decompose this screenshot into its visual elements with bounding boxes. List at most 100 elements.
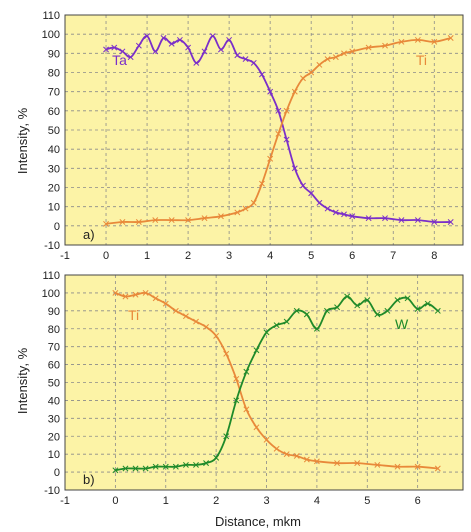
panel-b-y-tick-label: 90 [48,306,60,318]
panel-a-y-tick-label: 20 [48,183,60,195]
panel-a-data-point-ta [431,219,438,225]
panel-a-data-point-ti [349,48,356,55]
x-axis-label: Distance, mkm [215,514,301,529]
panel-a-data-point-ta [308,190,315,197]
panel-a-data-point-ti [185,217,192,224]
panel-b-x-tick-label: -1 [60,495,70,507]
panel-b-data-point-ti [132,291,139,298]
panel-b-data-point-ti [414,463,421,470]
panel-a-data-point-ti [242,205,249,212]
panel-a-data-point-ta [242,56,249,63]
panel-a-series-label-ta: Ta [112,52,127,68]
panel-a-y-tick-label: 30 [48,163,60,175]
panel-a-y-tick-label: 60 [48,106,60,118]
panel-b-data-point-ti [253,424,260,431]
panel-a-data-point-ta [398,217,405,224]
panel-a-data-point-ta [160,35,167,41]
panel-b-data-point-w [263,329,270,336]
panel-b-data-point-ti [182,313,189,320]
panel-a-data-point-ti [414,36,421,43]
panel-b-data-point-ti [142,289,149,296]
panel-b-x-tick-label: 5 [364,495,370,507]
panel-a-data-point-ti [382,42,388,49]
panel-b-data-point-w [303,311,310,318]
y-axis-label-bottom: Intensity, % [15,347,30,414]
panel-b-data-point-w [223,433,230,440]
panel-b-data-point-ti [172,307,179,314]
panel-a-x-tick-label: 3 [226,250,232,262]
panel-a-data-point-ti [431,38,438,45]
panel-b-y-tick-label: -10 [44,485,60,497]
panel-b-data-point-w [152,463,159,470]
panel-a-data-point-ti [398,38,405,45]
panel-a-data-point-ti [119,219,126,225]
panel-a-data-point-ta [135,42,142,49]
panel-b-data-point-w [122,465,129,472]
panel-a-x-tick-label: 5 [308,250,314,262]
panel-a-data-point-ta [332,209,339,216]
panel-a-chart: -1 0 1 2 3 4 5 6 7 8-100102030405060708090100110T… [42,10,464,262]
panel-a-data-point-ti [316,61,323,68]
panel-a-data-point-ti [275,130,282,137]
panel-b-y-tick-label: 50 [48,378,60,390]
panel-b-data-point-w [132,465,139,472]
panel-a-data-point-ti [152,217,159,224]
panel-a-data-point-ta [283,136,290,143]
panel-a-y-tick-label: 110 [42,10,60,22]
panel-a-data-point-ta [382,215,388,222]
panel-a-data-point-ta [324,205,331,212]
panel-a-data-point-ta [341,211,347,218]
panel-a-data-point-ta [316,199,323,206]
panel-a-data-point-ti [234,209,241,216]
panel-b-data-point-ti [213,332,220,339]
panel-a-series-label-ti: Ti [416,52,427,68]
panel-a-data-point-ta [119,48,126,55]
panel-a-data-point-ti [168,217,175,224]
panel-b-data-point-ti [374,461,381,468]
panel-a-x-tick-label: 4 [267,250,273,262]
panel-b-data-point-ti [313,458,320,465]
panel-b-data-point-w [243,368,250,375]
panel-b-data-point-w [344,293,351,300]
panel-a-data-point-ta [176,36,183,43]
panel-a-y-tick-label: 100 [42,29,60,41]
panel-b-data-point-ti [334,460,341,467]
panel-a-data-point-ta [414,217,421,224]
panel-b-data-point-w [404,295,411,302]
panel-b-data-point-ti [394,463,401,470]
panel-b-data-point-w [324,307,330,314]
panel-b-data-point-w [142,465,149,472]
panel-b-y-tick-label: 20 [48,431,60,443]
panel-a-data-point-ti [201,215,208,222]
panel-b-label: b) [83,472,95,487]
panel-a-data-point-ta [209,33,216,40]
panel-a-data-point-ta [201,48,208,55]
panel-a-y-tick-label: 80 [48,68,60,80]
panel-b-data-point-w [162,463,169,470]
panel-a-data-point-ta [300,182,306,189]
panel-a-data-point-ta [127,54,134,61]
panel-a-data-point-ta [185,44,192,51]
panel-b-data-point-ti [162,300,169,307]
panel-a-x-tick-label: 6 [349,250,355,262]
panel-b-data-point-w [313,325,320,332]
panel-b-data-point-w [112,467,119,474]
panel-a-y-tick-label: 10 [48,202,60,214]
panel-a-data-point-ti [291,88,298,95]
panel-b-x-tick-label: 0 [112,495,118,507]
panel-a-y-tick-label: 50 [48,125,60,137]
panel-b-frame [64,274,464,491]
panel-a-data-point-ta [267,88,274,95]
panel-a-data-point-ta [447,219,454,225]
panel-b-data-point-ti [112,289,119,296]
panel-b-data-point-w [293,307,300,314]
panel-b-x-tick-label: 1 [163,495,169,507]
panel-b-data-point-ti [193,318,199,325]
panel-a-data-point-ta [226,36,233,43]
panel-a-y-tick-label: 0 [54,221,60,233]
panel-b-data-point-ti [303,456,310,463]
panel-a-data-point-ti [217,213,224,220]
panel-b-data-point-w [394,297,401,304]
panel-a-frame [64,14,464,246]
